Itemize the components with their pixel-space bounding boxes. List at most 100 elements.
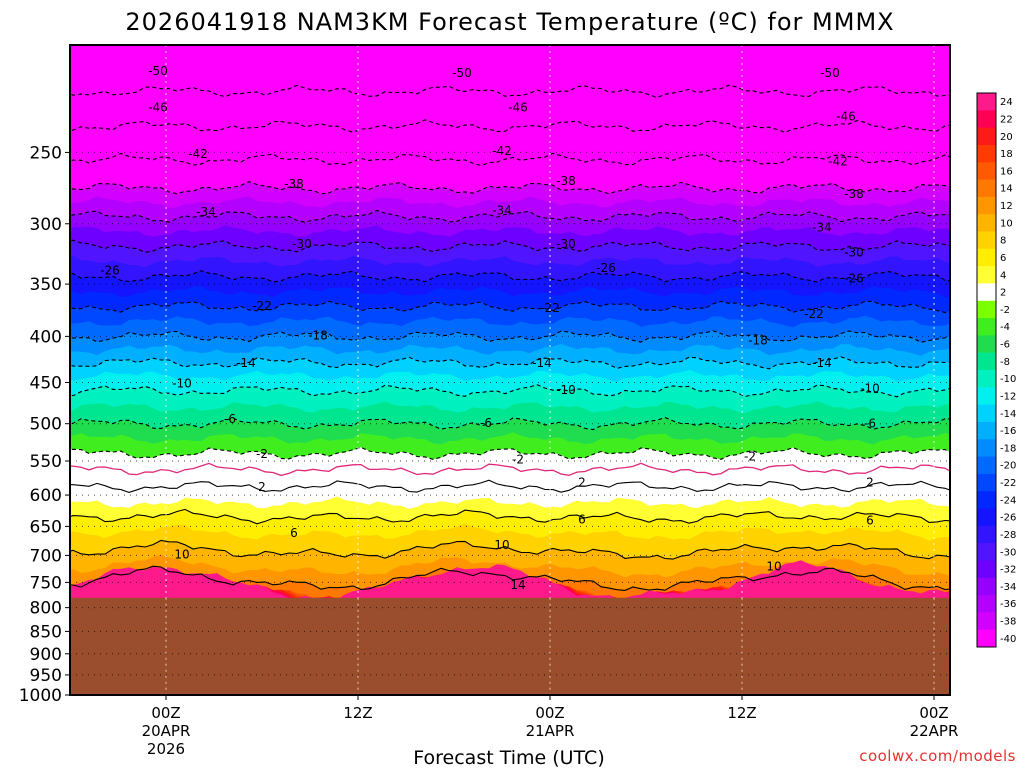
contour-label: -26 (844, 271, 864, 285)
colorbar-label: -10 (1000, 374, 1016, 385)
colorbar-swatch (977, 456, 996, 475)
x-tick-label: 00Z (919, 704, 948, 722)
contour-label: -14 (532, 356, 552, 370)
colorbar-label: 2 (1000, 288, 1006, 299)
y-tick-label: 950 (30, 666, 62, 686)
contour-label: 10 (766, 559, 781, 573)
colorbar: 24 22 20 18 16 14 12 10 8 6 4 2 -2 -4 -6 -8 -10 -12 -14 -16… (976, 92, 1016, 648)
colorbar-swatch (977, 144, 996, 163)
contour-label: -34 (812, 221, 832, 235)
contour-label: -14 (812, 356, 832, 370)
colorbar-swatch (977, 127, 996, 146)
colorbar-label: 4 (1000, 270, 1006, 281)
contour-label: -42 (492, 144, 512, 158)
colorbar-swatch (977, 352, 996, 371)
colorbar-label: -22 (1000, 478, 1016, 489)
colorbar-swatch (977, 595, 996, 613)
colorbar-label: 22 (1000, 114, 1013, 125)
contour-label: -42 (828, 155, 848, 169)
contour-labels: -50 -50 -50-46 -46-46-42 -42-42-38 -38-38-34-… (100, 64, 880, 592)
contour-label: -50 (820, 66, 840, 80)
contour-line (70, 508, 950, 525)
contour-label: 6 (866, 513, 874, 527)
colorbar-label: 18 (1000, 149, 1013, 160)
contour-label: 2 (258, 480, 266, 494)
y-tick-label: 650 (30, 517, 62, 537)
contour-label: -46 (836, 109, 856, 123)
plot-area: -50 -50 -50-46 -46-46-42 -42-42-38 -38-38-34-… (70, 45, 950, 695)
x-tick-label: 20APR (142, 722, 191, 740)
colorbar-swatch (977, 283, 996, 302)
contour-label: -2 (256, 447, 268, 461)
chart-title: 2026041918 NAM3KM Forecast Temperature (… (125, 8, 894, 36)
colorbar-swatch (977, 162, 996, 181)
contour-label: 14 (510, 578, 525, 592)
contour-label: 10 (174, 547, 189, 561)
colorbar-label: 14 (1000, 184, 1013, 195)
colorbar-label: -14 (1000, 409, 1016, 420)
contour-label: -30 (844, 246, 864, 260)
y-tick-label: 1000 (19, 686, 62, 706)
y-tick-label: 450 (30, 373, 62, 393)
y-tick-label: 600 (30, 486, 62, 506)
contour-label: 6 (578, 513, 586, 527)
colorbar-swatch (977, 179, 996, 198)
colorbar-swatch (977, 300, 996, 319)
y-tick-label: 300 (30, 215, 62, 235)
y-tick-label: 500 (30, 415, 62, 435)
colorbar-label: -34 (1000, 582, 1016, 593)
colorbar-label: -20 (1000, 461, 1016, 472)
colorbar-swatch (977, 629, 996, 648)
contour-label: -22 (804, 307, 824, 321)
colorbar-swatch (977, 577, 996, 596)
y-tick-label: 250 (30, 143, 62, 163)
colorbar-swatch (977, 196, 996, 215)
colorbar-label: -26 (1000, 513, 1016, 524)
zero-degree-line (70, 462, 950, 477)
underground-mask (70, 597, 950, 695)
colorbar-swatch (977, 473, 996, 492)
colorbar-swatch (977, 93, 996, 111)
contour-label: -6 (224, 412, 236, 426)
colorbar-swatch (977, 491, 996, 509)
x-tick-label: 22APR (910, 722, 959, 740)
colorbar-swatch (977, 439, 996, 458)
contour-label: -46 (148, 101, 168, 115)
plot-frame (69, 44, 951, 696)
contour-line (70, 416, 950, 431)
contour-label: -38 (844, 187, 864, 201)
contour-label: -18 (308, 328, 328, 342)
x-tick-label: 12Z (343, 704, 372, 722)
colorbar-label: -4 (1000, 322, 1010, 333)
contour-lines (70, 84, 950, 591)
contour-label: -50 (148, 64, 168, 78)
contour-label: 2 (578, 475, 586, 489)
contour-label: -2 (744, 450, 756, 464)
y-tick-label: 700 (30, 546, 62, 566)
colorbar-label: -28 (1000, 530, 1016, 541)
contour-label: -26 (596, 261, 616, 275)
freezing-line (70, 462, 950, 477)
colorbar-label: -38 (1000, 617, 1016, 628)
colorbar-swatch (977, 404, 996, 423)
colorbar-label: -32 (1000, 565, 1016, 576)
y-tick-label: 750 (30, 573, 62, 593)
contour-label: -14 (236, 356, 256, 370)
contour-label: -30 (292, 237, 312, 251)
y-axis: 250 300 350 400 450 500 550 600 650 700 750 800 850 9… (19, 143, 70, 706)
colorbar-label: 10 (1000, 218, 1013, 229)
colorbar-label: -36 (1000, 599, 1016, 610)
contour-label: -38 (284, 177, 304, 191)
colorbar-swatch (977, 560, 996, 579)
colorbar-label: -30 (1000, 547, 1016, 558)
contour-label: 6 (290, 526, 298, 540)
contour-line (70, 565, 950, 591)
colorbar-label: -2 (1000, 305, 1010, 316)
grid-lines (70, 45, 950, 695)
colorbar-swatch (977, 387, 996, 406)
y-tick-label: 900 (30, 645, 62, 665)
contour-label: 2 (866, 475, 874, 489)
contour-label: -34 (196, 205, 216, 219)
